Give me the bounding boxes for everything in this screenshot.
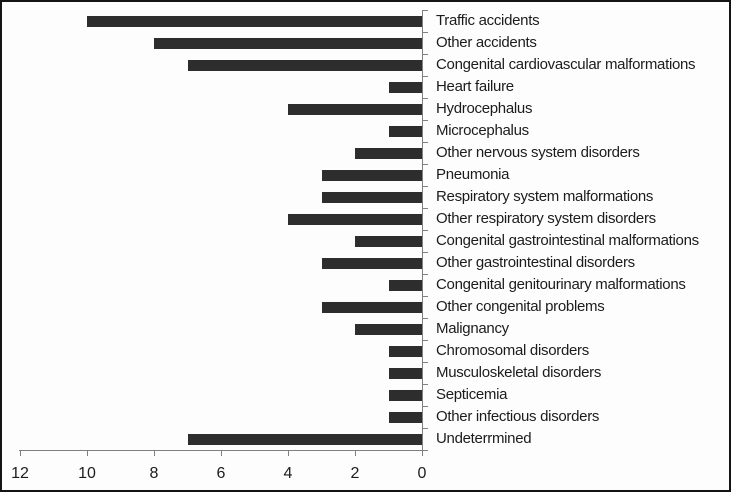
category-label: Other nervous system disorders: [436, 144, 640, 161]
category-label: Congenital gastrointestinal malformation…: [436, 232, 699, 249]
category-axis-tick: [422, 318, 428, 319]
x-tick-label: 2: [350, 465, 360, 482]
bar: [187, 59, 422, 71]
category-axis-tick: [422, 142, 428, 143]
category-axis-tick: [422, 274, 428, 275]
category-label: Other accidents: [436, 34, 537, 51]
category-axis-tick: [422, 164, 428, 165]
bar: [288, 103, 422, 115]
category-label: Heart failure: [436, 78, 514, 95]
category-axis-tick: [422, 230, 428, 231]
bar: [154, 37, 422, 49]
x-tick-label: 12: [11, 465, 29, 482]
category-label: Other gastrointestinal disorders: [436, 254, 635, 271]
category-label: Chromosomal disorders: [436, 342, 589, 359]
category-label: Malignancy: [436, 320, 509, 337]
bar: [321, 301, 422, 313]
x-tick-label: 0: [417, 465, 427, 482]
category-label: Microcephalus: [436, 122, 529, 139]
category-axis-tick: [422, 98, 428, 99]
value-axis-tick: [87, 450, 88, 456]
category-axis-tick: [422, 362, 428, 363]
value-axis-tick: [221, 450, 222, 456]
category-label: Hydrocephalus: [436, 100, 533, 117]
category-axis-tick: [422, 186, 428, 187]
bar: [321, 191, 422, 203]
category-axis-tick: [422, 296, 428, 297]
value-axis-tick: [422, 450, 423, 456]
bar: [388, 345, 422, 357]
bar: [288, 213, 422, 225]
category-axis-tick: [422, 340, 428, 341]
category-axis-tick: [422, 384, 428, 385]
category-label: Other respiratory system disorders: [436, 210, 656, 227]
category-label: Respiratory system malformations: [436, 188, 654, 205]
bar: [388, 125, 422, 137]
x-tick-label: 4: [283, 465, 293, 482]
bar: [321, 169, 422, 181]
category-label: Congenital genitourinary malformations: [436, 276, 686, 293]
bar: [388, 279, 422, 291]
category-axis-tick: [422, 32, 428, 33]
value-axis-tick: [154, 450, 155, 456]
category-label: Septicemia: [436, 386, 508, 403]
value-axis-line: [19, 450, 427, 451]
x-tick-label: 10: [78, 465, 96, 482]
category-label: Musculoskeletal disorders: [436, 364, 602, 381]
value-axis-tick: [288, 450, 289, 456]
bar: [388, 411, 422, 423]
category-axis-tick: [422, 54, 428, 55]
category-axis-tick: [422, 208, 428, 209]
bar: [321, 257, 422, 269]
x-tick-label: 6: [216, 465, 226, 482]
category-label: Other infectious disorders: [436, 408, 600, 425]
bar: [187, 433, 422, 445]
category-axis-tick: [422, 252, 428, 253]
x-tick-label: 8: [149, 465, 159, 482]
value-axis-tick: [355, 450, 356, 456]
category-label: Undeterrmined: [436, 430, 532, 447]
category-axis-tick: [422, 428, 428, 429]
category-axis-tick: [422, 120, 428, 121]
bar: [388, 81, 422, 93]
category-axis-tick: [422, 10, 428, 11]
bar: [388, 389, 422, 401]
bar: [355, 235, 422, 247]
value-axis-tick: [20, 450, 21, 456]
bar: [388, 367, 422, 379]
category-label: Other congenital problems: [436, 298, 605, 315]
category-label: Pneumonia: [436, 166, 510, 183]
bar: [87, 15, 422, 27]
category-axis-tick: [422, 406, 428, 407]
category-label: Congenital cardiovascular malformations: [436, 56, 696, 73]
bar: [355, 323, 422, 335]
category-label: Traffic accidents: [436, 12, 540, 29]
category-axis-tick: [422, 76, 428, 77]
bar: [355, 147, 422, 159]
